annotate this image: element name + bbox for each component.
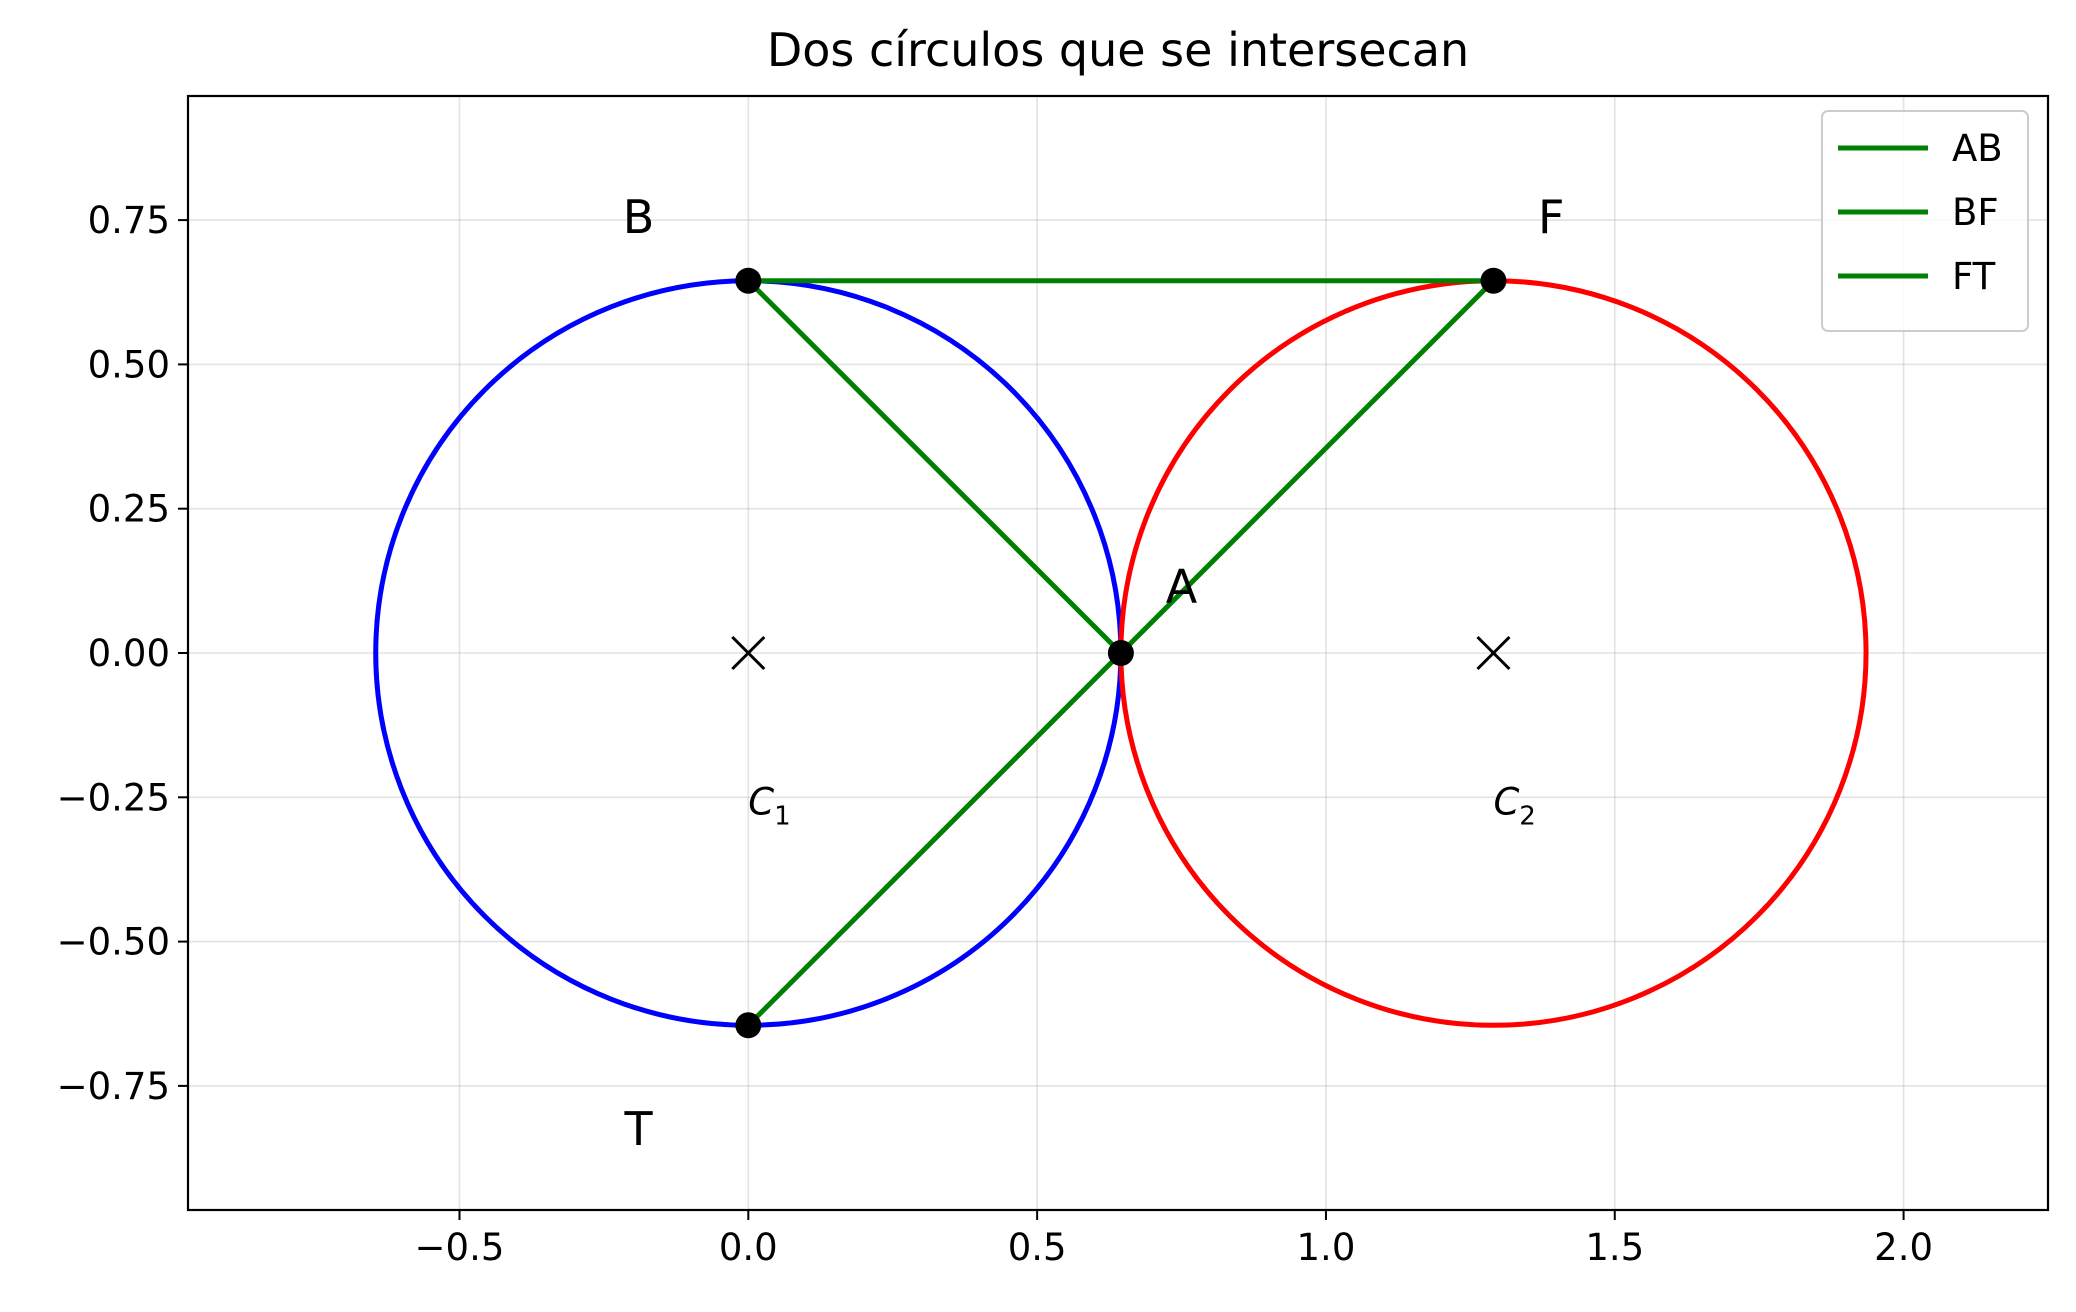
segment-ab bbox=[744, 277, 1125, 657]
center-marker-stroke bbox=[731, 635, 766, 671]
circle-label-1: C1 bbox=[748, 781, 790, 832]
circle-label-main: C bbox=[1493, 781, 1519, 824]
y-tick-label: −0.50 bbox=[57, 921, 170, 964]
circle-label-sub: 1 bbox=[774, 802, 791, 832]
y-tick-label: −0.25 bbox=[57, 776, 170, 819]
y-tick-label: 0.75 bbox=[88, 199, 170, 242]
x-tick-label: 2.0 bbox=[1874, 1226, 1933, 1269]
legend: AB BF FT bbox=[1821, 110, 2029, 332]
y-tick-label: −0.75 bbox=[57, 1065, 170, 1108]
center-marker bbox=[731, 635, 766, 671]
y-axis: 0.75 0.50 0.25 0.00 −0.25 −0.50 −0.75 bbox=[57, 199, 188, 1108]
point-t bbox=[735, 1012, 762, 1039]
legend-label-ft: FT bbox=[1952, 255, 1996, 298]
point-b bbox=[735, 267, 762, 294]
x-axis: −0.5 0.0 0.5 1.0 1.5 2.0 bbox=[415, 1210, 1933, 1269]
circle-label-sub: 2 bbox=[1519, 802, 1536, 832]
x-tick-label: 0.5 bbox=[1008, 1226, 1067, 1269]
circle-label-main: C bbox=[748, 781, 774, 824]
center-marker-stroke bbox=[1476, 635, 1511, 671]
x-tick-label: 1.5 bbox=[1585, 1226, 1644, 1269]
point-label-a: A bbox=[1166, 560, 1198, 614]
center-marker bbox=[1476, 635, 1511, 671]
x-tick-label: 0.0 bbox=[719, 1226, 778, 1269]
x-tick-label: 1.0 bbox=[1297, 1226, 1356, 1269]
y-tick-label: 0.25 bbox=[88, 488, 170, 531]
point-f bbox=[1480, 267, 1507, 294]
y-tick-label: 0.00 bbox=[88, 632, 170, 675]
point-label-f: F bbox=[1538, 190, 1564, 244]
x-tick-label: −0.5 bbox=[415, 1226, 505, 1269]
chart-title: Dos círculos que se intersecan bbox=[767, 23, 1469, 77]
legend-label-ab: AB bbox=[1952, 127, 2003, 170]
circle-label-2: C2 bbox=[1493, 781, 1535, 832]
legend-label-bf: BF bbox=[1952, 191, 1999, 234]
point-label-b: B bbox=[623, 190, 655, 244]
point-label-t: T bbox=[624, 1102, 654, 1156]
y-tick-label: 0.50 bbox=[88, 343, 170, 386]
point-a bbox=[1107, 640, 1134, 666]
